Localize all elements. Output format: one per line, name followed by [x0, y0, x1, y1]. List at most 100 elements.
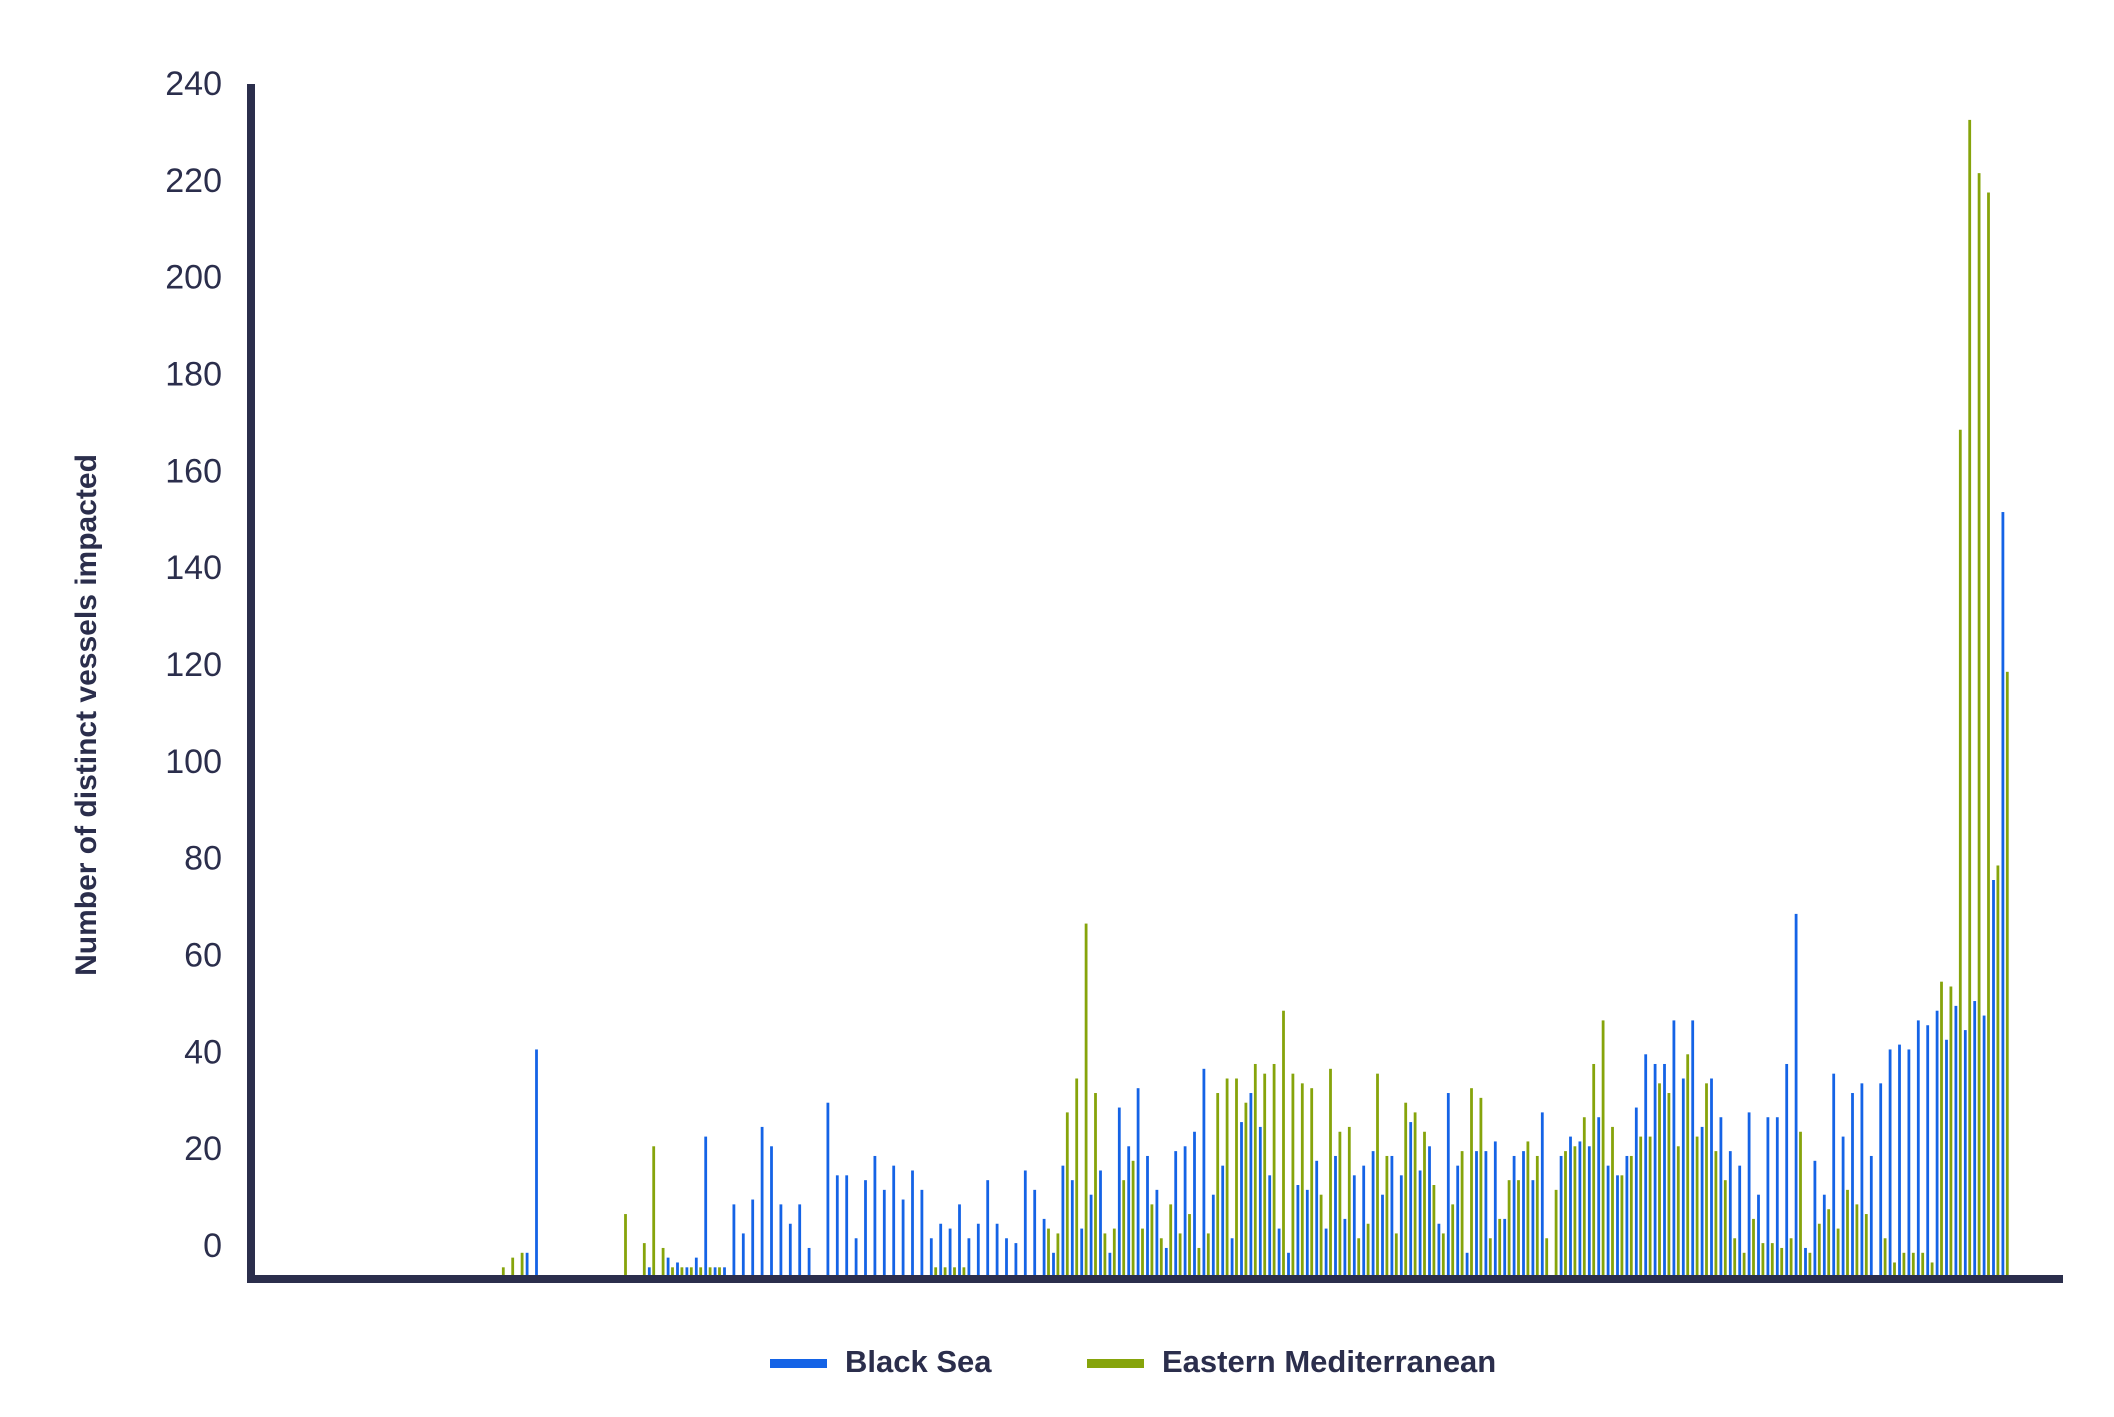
- bar: [1864, 1214, 1868, 1277]
- bar: [1287, 1252, 1290, 1277]
- bar: [1475, 1151, 1478, 1277]
- bar: [1225, 1078, 1229, 1277]
- bar: [1747, 1112, 1751, 1277]
- bar: [1376, 1073, 1379, 1277]
- y-tick-label: 180: [165, 355, 222, 393]
- bar: [1921, 1252, 1925, 1277]
- bar: [1827, 1209, 1831, 1277]
- bar: [1554, 1189, 1558, 1277]
- bar: [1065, 1112, 1069, 1277]
- bar: [1310, 1088, 1314, 1277]
- bar: [1846, 1189, 1849, 1277]
- bar: [1052, 1252, 1055, 1277]
- bar: [1428, 1146, 1431, 1277]
- bar: [1766, 1117, 1770, 1277]
- bar: [1531, 1180, 1535, 1277]
- bar: [1705, 1083, 1708, 1277]
- bar: [1268, 1175, 1272, 1277]
- bar: [1611, 1126, 1614, 1277]
- bar: [1178, 1233, 1182, 1277]
- bar: [1606, 1165, 1610, 1277]
- bar: [953, 1267, 956, 1277]
- bar: [1625, 1155, 1629, 1277]
- bar: [1343, 1218, 1347, 1277]
- bar: [770, 1146, 773, 1277]
- bar: [760, 1126, 764, 1277]
- bar: [948, 1228, 952, 1277]
- y-tick-label: 100: [165, 743, 222, 781]
- bar: [1338, 1131, 1342, 1277]
- bar: [1150, 1204, 1154, 1277]
- bar: [892, 1165, 896, 1277]
- bar: [1183, 1146, 1187, 1277]
- bar: [1817, 1223, 1821, 1277]
- bar: [689, 1267, 693, 1277]
- bar: [1710, 1078, 1713, 1277]
- bar: [1733, 1238, 1737, 1277]
- bar: [1329, 1068, 1332, 1277]
- bar: [1935, 1010, 1939, 1277]
- bar: [1347, 1126, 1351, 1277]
- bar: [1456, 1165, 1460, 1277]
- bar: [1409, 1122, 1413, 1277]
- bar: [1761, 1243, 1765, 1277]
- bar: [642, 1243, 646, 1277]
- bar: [1639, 1136, 1643, 1277]
- bar: [1127, 1146, 1131, 1277]
- bar: [1033, 1189, 1037, 1277]
- bar: [1507, 1180, 1511, 1277]
- bar: [1441, 1233, 1445, 1277]
- bar: [788, 1223, 792, 1277]
- bar: [1188, 1214, 1191, 1277]
- bar: [520, 1252, 524, 1277]
- bar: [1578, 1141, 1582, 1277]
- bar: [1714, 1151, 1718, 1277]
- bar: [1432, 1185, 1436, 1277]
- bar: [1470, 1088, 1473, 1277]
- bar: [1253, 1063, 1257, 1277]
- bar: [1169, 1204, 1173, 1277]
- bar: [1296, 1185, 1300, 1277]
- bar: [1813, 1160, 1817, 1277]
- bar: [976, 1223, 980, 1277]
- bar: [1230, 1238, 1234, 1277]
- bar: [1996, 865, 2000, 1277]
- bar: [1775, 1117, 1779, 1277]
- bar: [1573, 1146, 1577, 1277]
- bar: [1423, 1131, 1426, 1277]
- bar: [779, 1204, 783, 1277]
- bar: [624, 1214, 627, 1277]
- bar: [943, 1267, 947, 1277]
- bar: [1663, 1063, 1666, 1277]
- bar: [1658, 1083, 1661, 1277]
- bar: [1240, 1122, 1243, 1277]
- bar: [1757, 1194, 1760, 1277]
- bar: [1582, 1117, 1586, 1277]
- bar: [647, 1267, 651, 1277]
- bar: [511, 1257, 515, 1277]
- bar: [1888, 1049, 1892, 1277]
- bar: [967, 1238, 971, 1277]
- bar: [1197, 1247, 1201, 1277]
- bar: [1174, 1151, 1178, 1277]
- bar: [713, 1267, 717, 1277]
- bar: [1099, 1170, 1102, 1277]
- bar: [826, 1102, 830, 1277]
- bar: [1822, 1194, 1826, 1277]
- bar: [1094, 1093, 1097, 1277]
- bar: [1305, 1189, 1309, 1277]
- bar: [1352, 1175, 1356, 1277]
- bar: [1648, 1136, 1652, 1277]
- bar: [1319, 1194, 1323, 1277]
- bar: [1324, 1228, 1328, 1277]
- bar: [1263, 1073, 1267, 1277]
- bar: [1381, 1194, 1384, 1277]
- bar: [661, 1247, 665, 1277]
- bar: [958, 1204, 961, 1277]
- bar: [685, 1267, 689, 1277]
- bar: [1879, 1083, 1883, 1277]
- bar: [1770, 1243, 1774, 1277]
- bar: [1686, 1054, 1690, 1277]
- bar: [1681, 1078, 1685, 1277]
- bar: [1390, 1155, 1394, 1277]
